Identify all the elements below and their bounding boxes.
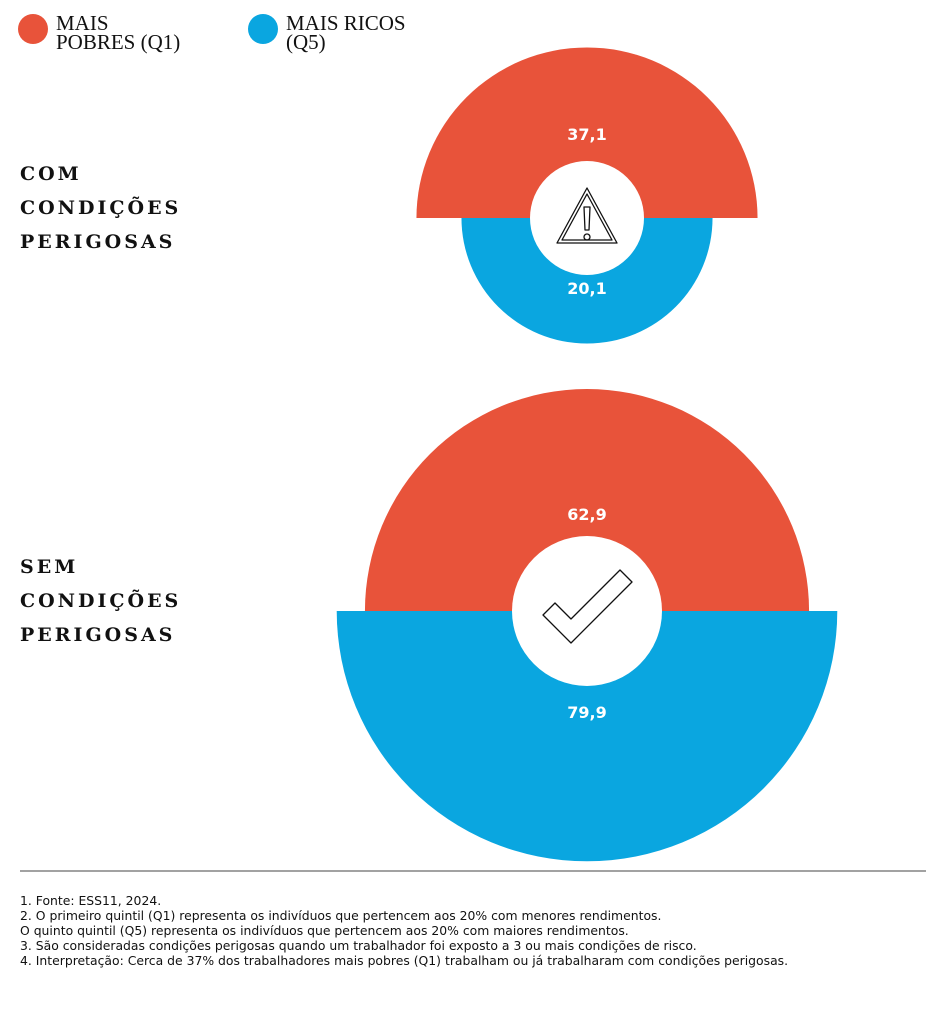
note: 1. Fonte: ESS11, 2024. [20,893,162,908]
legend-swatch [18,14,48,44]
check-icon [542,569,633,644]
center-circle [512,536,662,686]
center-circle [530,161,644,275]
semicircle [336,611,838,862]
note: O quinto quintil (Q5) representa os indi… [20,923,629,938]
legend-item: MAIS RICOS (Q5) [248,11,416,54]
semicircle [416,47,758,219]
note: 3. São consideradas condições perigosas … [20,938,697,953]
legend-swatch [248,14,278,44]
note: 2. O primeiro quintil (Q1) representa os… [20,908,662,923]
warning-icon [556,187,618,244]
legend-item: MAIS POBRES (Q1) [18,11,186,54]
legend-label: MAIS RICOS (Q5) [286,11,406,54]
marks [336,47,838,862]
row-label: COM CONDIÇÕES PERIGOSAS [20,163,182,253]
semicircle [364,389,810,611]
row-label: SEM CONDIÇÕES PERIGOSAS [20,556,182,646]
value-label: 37,1 [567,125,606,144]
semicircle [461,218,713,344]
notes: 1. Fonte: ESS11, 2024. 2. O primeiro quin… [20,893,788,968]
value-label: 20,1 [567,279,606,298]
value-label: 79,9 [567,703,606,722]
note: 4. Interpretação: Cerca de 37% dos traba… [20,953,789,968]
legend-label: MAIS POBRES (Q1) [56,11,181,54]
value-label: 62,9 [567,505,606,524]
